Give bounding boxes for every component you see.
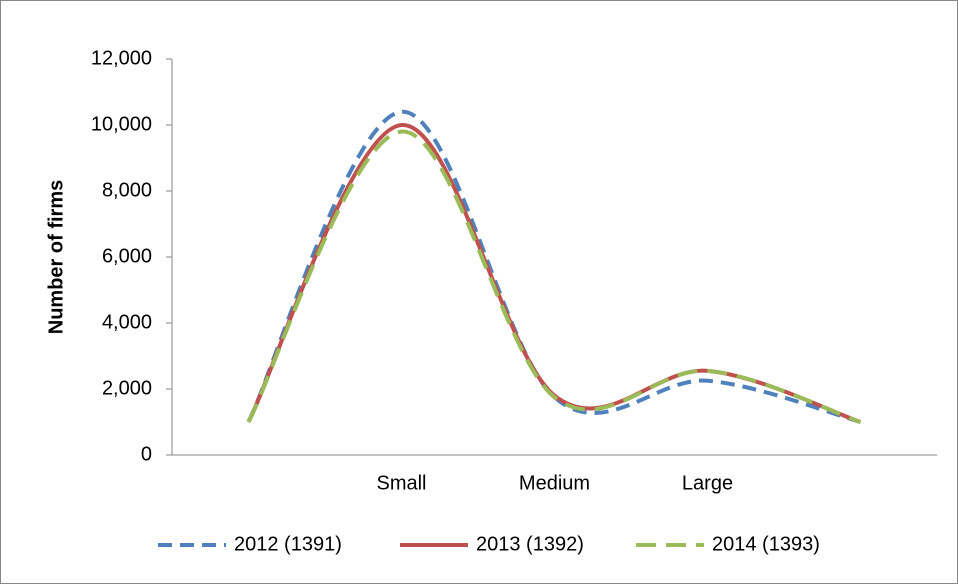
y-tick-label: 0 — [141, 443, 152, 465]
y-axis-label: Number of firms — [45, 180, 67, 334]
y-tick-label: 6,000 — [102, 245, 152, 267]
legend-label: 2012 (1391) — [234, 533, 342, 555]
x-tick-label: Small — [376, 472, 426, 494]
y-tick-label: 12,000 — [91, 47, 152, 69]
y-tick-label: 8,000 — [102, 179, 152, 201]
y-tick-label: 4,000 — [102, 311, 152, 333]
x-tick-label: Large — [682, 472, 733, 494]
y-tick-label: 2,000 — [102, 377, 152, 399]
y-tick-label: 10,000 — [91, 113, 152, 135]
series-line — [246, 129, 862, 424]
legend-label: 2013 (1392) — [476, 533, 584, 555]
legend-label: 2014 (1393) — [712, 533, 820, 555]
x-tick-label: Medium — [519, 472, 590, 494]
